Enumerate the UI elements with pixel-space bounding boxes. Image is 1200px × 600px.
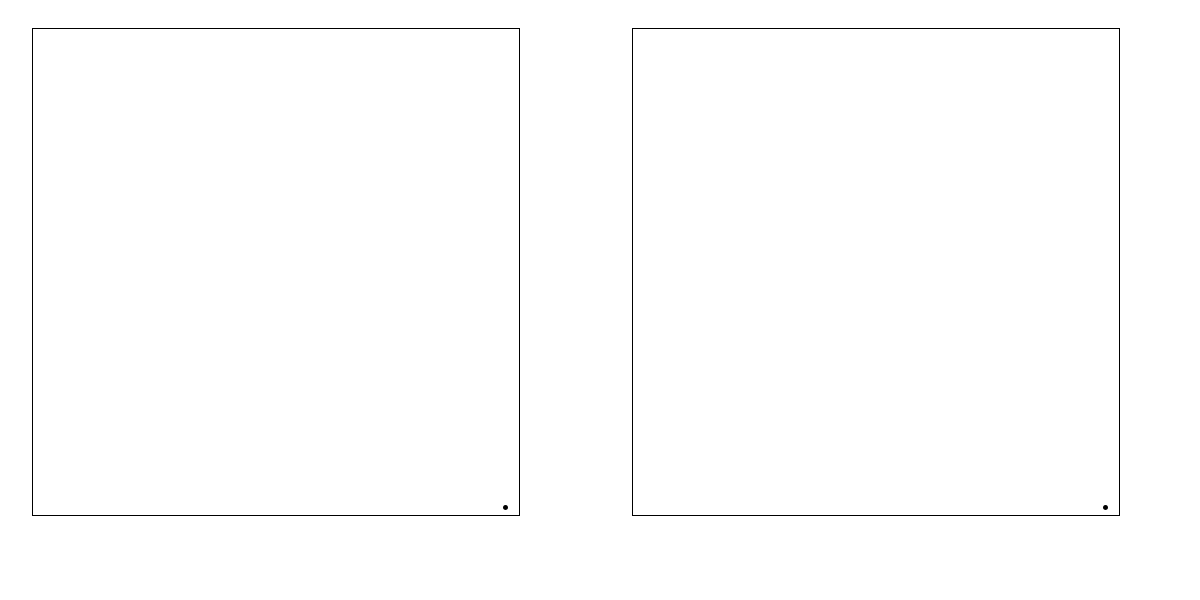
panel-model bbox=[32, 28, 520, 516]
legend-aqs-bias bbox=[1103, 505, 1113, 510]
legend-aqs-model bbox=[503, 505, 513, 510]
panel-bias bbox=[600, 0, 1200, 600]
map-boundaries-bias bbox=[633, 29, 1119, 515]
map-boundaries-model bbox=[33, 29, 519, 515]
map-plot-model[interactable] bbox=[32, 28, 520, 516]
aqs-dot-icon bbox=[1103, 505, 1108, 510]
map-plot-bias[interactable] bbox=[632, 28, 1120, 516]
aqs-dot-icon bbox=[503, 505, 508, 510]
